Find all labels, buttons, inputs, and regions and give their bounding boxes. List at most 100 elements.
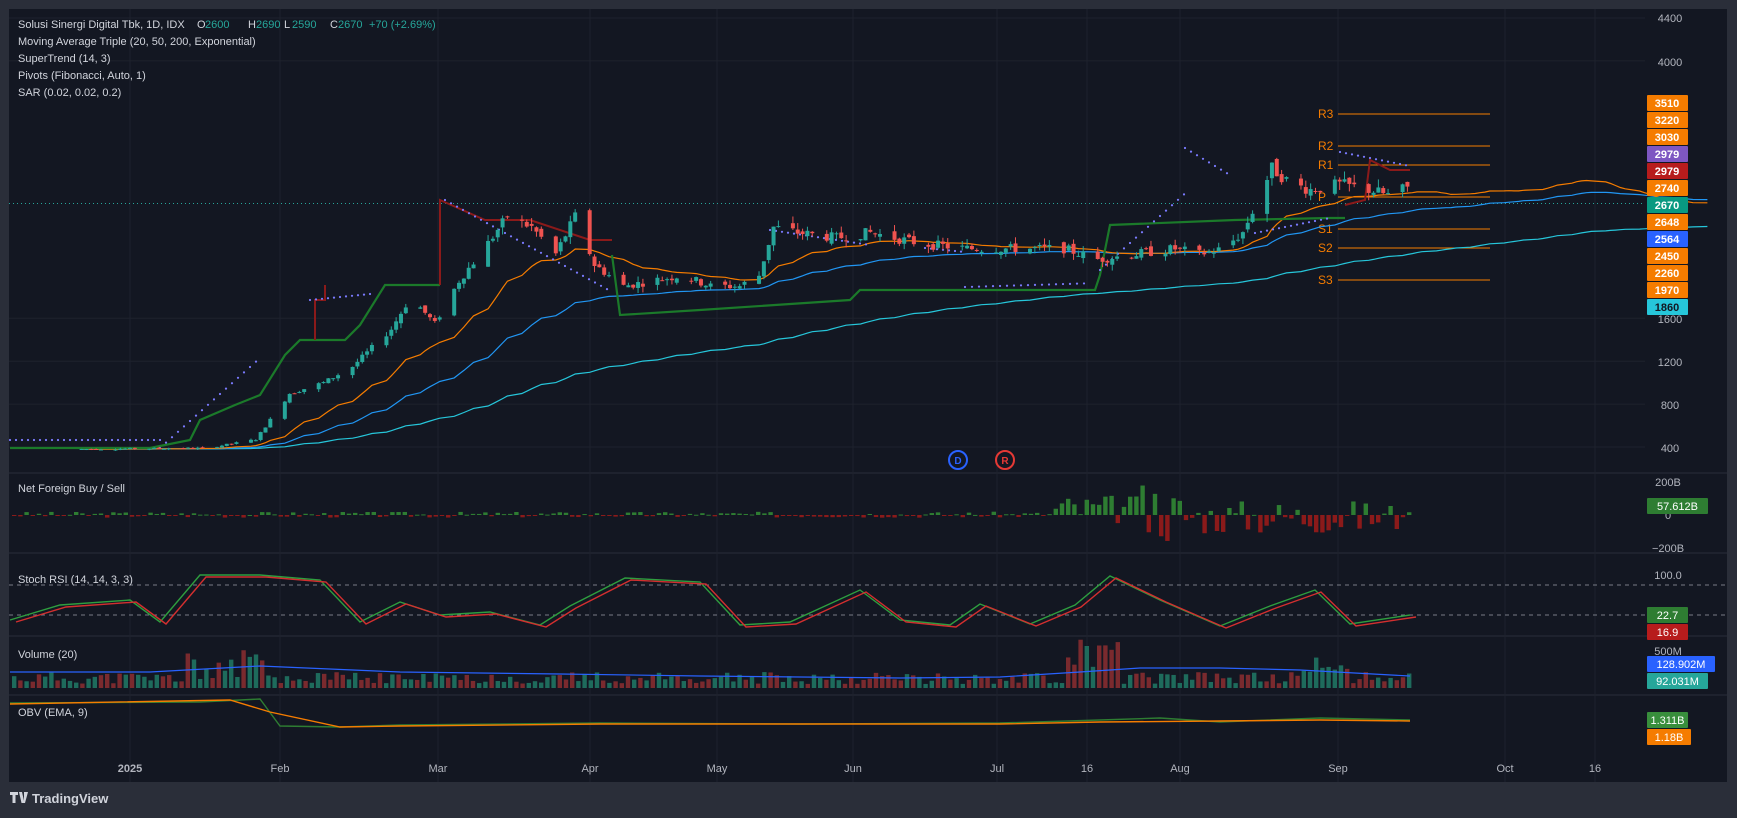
candle-body	[1134, 256, 1139, 259]
foreign-bar	[1016, 515, 1021, 517]
volume-bar	[1140, 672, 1145, 688]
volume-bar	[594, 672, 600, 688]
foreign-bar	[353, 512, 358, 515]
candle-body	[703, 285, 708, 288]
candle-body	[258, 432, 263, 440]
volume-bar	[415, 679, 420, 688]
supertrend-up-line	[10, 283, 440, 450]
dividend-event-marker	[948, 450, 968, 470]
price-badge	[1647, 231, 1688, 247]
candle-body	[457, 282, 462, 289]
volume-bar	[1177, 682, 1182, 688]
volume-bar	[663, 679, 668, 688]
pivot-label-s2: S2	[1318, 241, 1333, 255]
foreign-bar	[402, 511, 407, 515]
sar-dot	[479, 218, 483, 221]
candle-body	[689, 280, 694, 282]
foreign-bar	[873, 515, 879, 518]
candle-body	[558, 242, 563, 252]
foreign-bar	[1289, 515, 1294, 519]
volume-bar	[322, 673, 327, 688]
foreign-bar	[1041, 515, 1046, 516]
foreign-bar	[1121, 506, 1127, 515]
foreign-bar	[1394, 515, 1399, 529]
time-axis-label: 16	[1589, 763, 1601, 775]
foreign-bar	[148, 512, 153, 515]
volume-bar	[1146, 677, 1151, 688]
tradingview-logo[interactable]: TradingView	[10, 791, 109, 806]
sar-dot	[581, 274, 585, 277]
candle-body	[229, 443, 234, 445]
foreign-bar	[737, 513, 742, 515]
sar-dot	[1104, 263, 1108, 266]
foreign-bar	[241, 515, 246, 518]
volume-bar	[526, 682, 531, 688]
candle-body	[698, 279, 703, 286]
volume-bar	[979, 678, 984, 688]
volume-bar	[80, 683, 85, 688]
candle-body	[466, 267, 471, 279]
candle-body	[592, 256, 597, 267]
sar-dot	[38, 438, 42, 442]
pivot-label-s1: S1	[1318, 222, 1333, 236]
sar-dot	[852, 241, 856, 244]
foreign-bar	[86, 515, 91, 516]
volume-bar	[452, 675, 457, 688]
foreign-bar	[855, 515, 860, 517]
candle-body	[534, 227, 539, 232]
sar-dot	[140, 438, 144, 442]
sar-dot	[443, 198, 447, 202]
foreign-bar	[359, 514, 364, 516]
foreign-bar	[973, 514, 978, 516]
foreign-bar	[1400, 515, 1406, 518]
volume-bar	[1295, 675, 1300, 688]
sar-dot	[593, 281, 597, 284]
foreign-bar	[1152, 493, 1158, 515]
volume-ma-line	[10, 665, 1411, 679]
price-badge	[1647, 197, 1688, 213]
candle-body	[607, 275, 612, 277]
candle-body	[1042, 244, 1047, 247]
foreign-bar	[501, 514, 507, 516]
ohlc-value-c: 2670	[338, 19, 362, 31]
tradingview-wordmark: TradingView	[32, 791, 109, 806]
foreign-bar	[601, 515, 606, 517]
sar-dot	[164, 441, 168, 444]
time-axis-label: Feb	[271, 763, 290, 775]
candle-body	[1202, 252, 1207, 255]
volume-bar	[495, 681, 500, 688]
sar-dot	[146, 438, 150, 442]
candle-body	[873, 233, 878, 235]
volume-bar	[353, 672, 358, 688]
volume-bar	[142, 676, 147, 688]
foreign-bar	[1140, 485, 1145, 515]
sar-dot	[455, 205, 459, 208]
volume-bar	[991, 683, 996, 688]
pane-badge-text: 1.18B	[1655, 732, 1684, 744]
volume-bar	[1134, 673, 1139, 688]
foreign-bar	[687, 513, 693, 515]
candle-body	[994, 252, 999, 254]
price-badge	[1647, 265, 1688, 281]
foreign-bar	[1047, 514, 1052, 516]
foreign-bar	[526, 515, 531, 517]
sar-dot	[953, 249, 957, 253]
foreign-bar	[1320, 515, 1325, 533]
foreign-bar	[185, 515, 190, 518]
candles	[79, 157, 1410, 451]
sar-dot	[1047, 283, 1051, 286]
foreign-bar	[1338, 515, 1344, 528]
candle-body	[829, 232, 834, 244]
sar-dot	[308, 298, 312, 302]
volume-bar	[1190, 679, 1195, 688]
sar-dot	[188, 419, 192, 423]
sar-dot	[587, 278, 591, 281]
foreign-bar	[1004, 514, 1009, 516]
foreign-bar	[129, 515, 135, 517]
pane-badge	[1647, 729, 1691, 745]
time-axis-label: Aug	[1170, 763, 1190, 775]
price-badge-text: 3220	[1655, 115, 1679, 127]
volume-bar	[880, 676, 885, 688]
